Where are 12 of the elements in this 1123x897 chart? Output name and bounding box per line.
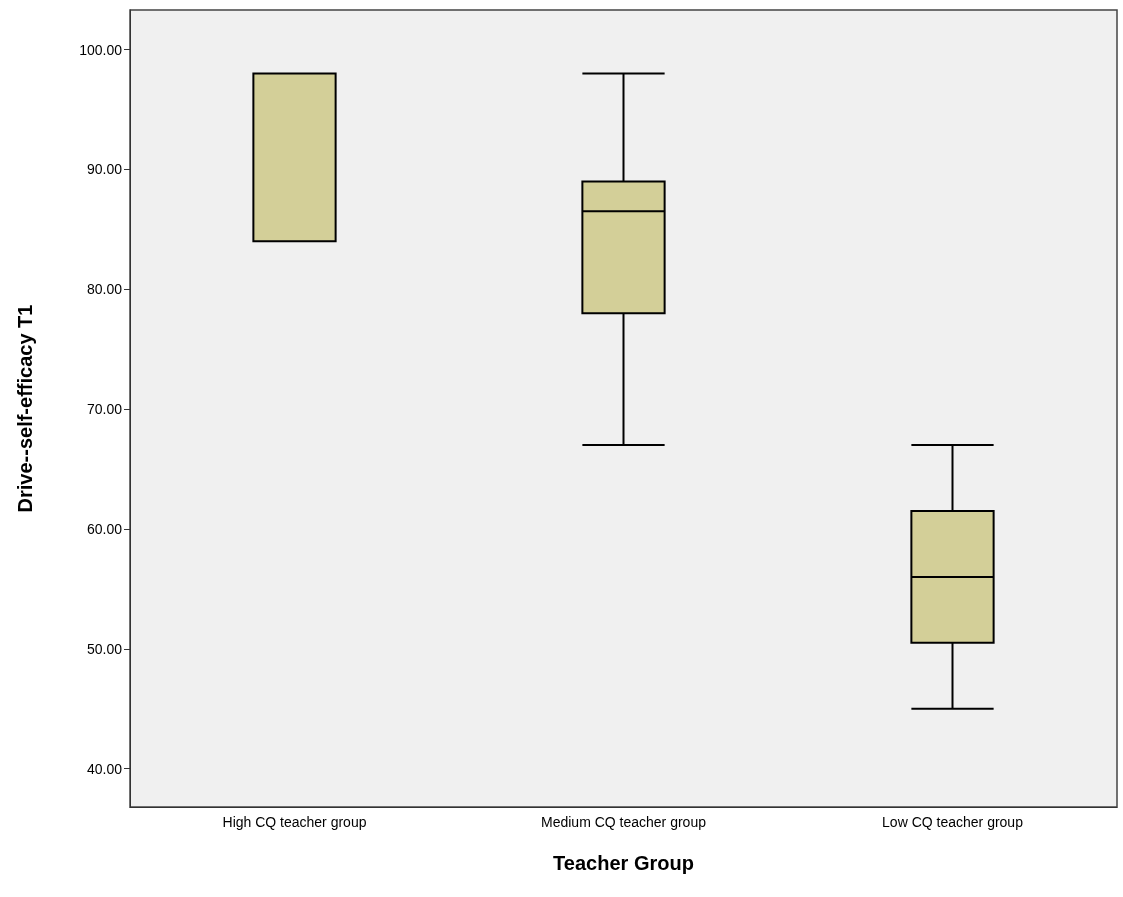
x-tick-label: Medium CQ teacher group xyxy=(541,814,707,830)
y-tick-label: 90.00 xyxy=(86,161,123,178)
y-axis-title: Drive--self-efficacy T1 xyxy=(14,304,36,513)
x-axis-title: Teacher Group xyxy=(553,852,694,874)
y-tick-label: 50.00 xyxy=(86,640,123,657)
x-tick-label: Low CQ teacher group xyxy=(882,814,1024,830)
y-tick-label: 60.00 xyxy=(86,520,123,537)
y-tick-label: 70.00 xyxy=(86,401,123,418)
x-tick-label: High CQ teacher group xyxy=(222,814,367,830)
y-tick-label: 80.00 xyxy=(86,281,123,298)
y-tick-label: 40.00 xyxy=(86,760,123,777)
y-tick-label: 100.00 xyxy=(79,41,123,58)
